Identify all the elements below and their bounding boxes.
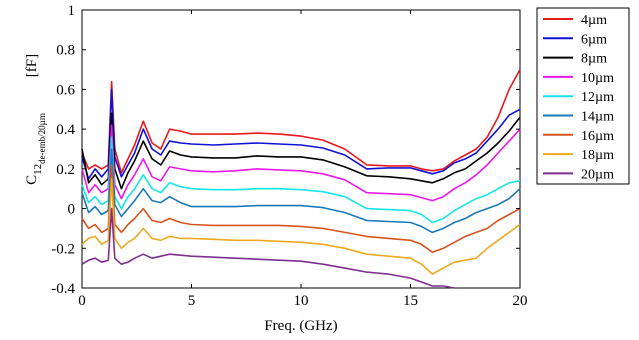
y-axis-label-symbol: C: [24, 175, 40, 185]
legend-label: 18µm: [581, 148, 614, 163]
plot-area: 0 5 10 15 20 -0.4 -0.2 0 0.2 0.4 0.6 0.8 1: [51, 3, 527, 309]
legend-label: 4µm: [581, 13, 607, 28]
series-line-9: [81, 207, 455, 289]
x-tick-label: 10: [294, 293, 309, 309]
x-tick-label: 20: [513, 293, 528, 309]
series-line-2: [81, 88, 521, 180]
series-layer: [81, 69, 521, 289]
y-tick-label: -0.4: [51, 281, 75, 297]
x-axis-label: Freq. (GHz): [264, 318, 337, 334]
legend-label: 14µm: [581, 110, 614, 125]
x-tick-label: 5: [188, 293, 196, 309]
y-axis-label-sub2: de-emb/20µm: [37, 113, 47, 164]
y-tick-label: 0: [68, 202, 76, 218]
x-tick-label: 15: [403, 293, 418, 309]
y-tick-label: 0.8: [56, 43, 75, 59]
x-tick-label: 0: [78, 293, 86, 309]
series-line-8: [81, 178, 521, 275]
y-axis-label-sub1: 12: [32, 164, 44, 175]
y-axis-label: C12de-emb/20µm [fF]: [24, 54, 47, 185]
legend-label: 6µm: [581, 32, 607, 47]
legend: 4µm 6µm 8µm 10µm 12µm 14µm 16µm 18µm 20µm: [536, 7, 630, 185]
legend-label: 10µm: [581, 71, 614, 86]
y-tick-label: 0.6: [56, 82, 75, 98]
y-tick-label: -0.2: [51, 241, 75, 257]
y-tick-label: 0.2: [56, 162, 75, 178]
x-axis: 0 5 10 15 20: [78, 10, 528, 309]
y-axis-label-unit: [fF]: [24, 54, 40, 77]
y-axis: -0.4 -0.2 0 0.2 0.4 0.6 0.8 1: [51, 3, 520, 297]
legend-label: 12µm: [581, 90, 614, 105]
series-line-3: [81, 112, 521, 190]
legend-items: 4µm 6µm 8µm 10µm 12µm 14µm 16µm 18µm 20µm: [543, 13, 614, 182]
series-line-6: [81, 148, 521, 234]
legend-label: 20µm: [581, 167, 614, 182]
y-tick-label: 1: [68, 3, 76, 19]
y-axis-label-main: C12de-emb/20µm: [24, 113, 47, 185]
legend-label: 16µm: [581, 129, 614, 144]
legend-label: 8µm: [581, 52, 607, 67]
y-tick-label: 0.4: [56, 122, 75, 138]
